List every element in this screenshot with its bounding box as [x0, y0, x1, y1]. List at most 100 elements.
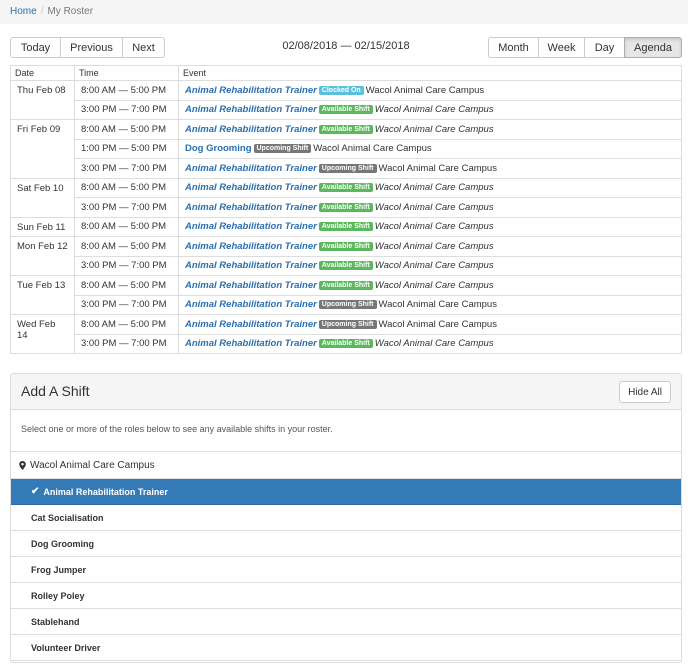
shift-status-badge: Available Shift	[318, 202, 373, 212]
agenda-time-cell: 3:00 PM — 7:00 PM	[74, 158, 179, 179]
event-location: Wacol Animal Care Campus	[374, 338, 494, 350]
map-marker-icon	[19, 461, 26, 470]
event-column-header: Event	[178, 65, 682, 81]
breadcrumb-current: My Roster	[47, 6, 94, 17]
event-title-link[interactable]: Animal Rehabilitation Trainer	[185, 104, 317, 116]
agenda-time-cell: 3:00 PM — 7:00 PM	[74, 99, 179, 120]
calendar-toolbar: Today Previous Next 02/08/2018 — 02/15/2…	[10, 37, 682, 59]
agenda-row: Tue Feb 13 8:00 AM — 5:00 PM Animal Rehabi…	[10, 275, 682, 315]
previous-button[interactable]: Previous	[60, 37, 123, 58]
role-item[interactable]: Rolley Poley	[11, 583, 681, 609]
role-label: Stablehand	[31, 616, 80, 627]
agenda-event-cell: Animal Rehabilitation Trainer Available S…	[178, 177, 682, 198]
agenda-event-cell: Animal Rehabilitation Trainer Available S…	[178, 275, 682, 296]
event-location: Wacol Animal Care Campus	[374, 221, 494, 233]
agenda-date-cell: Fri Feb 09	[10, 119, 75, 179]
agenda-date-cell: Sat Feb 10	[10, 177, 75, 218]
event-title-link[interactable]: Animal Rehabilitation Trainer	[185, 182, 317, 194]
date-column-header: Date	[10, 65, 75, 81]
role-label: Cat Socialisation	[31, 512, 104, 523]
event-title-link[interactable]: Animal Rehabilitation Trainer	[185, 84, 317, 96]
event-title-link[interactable]: Animal Rehabilitation Trainer	[185, 299, 317, 311]
shift-status-badge: Available Shift	[318, 124, 373, 134]
agenda-body: Thu Feb 08 8:00 AM — 5:00 PM Animal Rehabi…	[10, 80, 682, 354]
agenda-row: 3:00 PM — 7:00 PM Animal Rehabilitation T…	[11, 333, 682, 354]
agenda-time-cell: 3:00 PM — 7:00 PM	[74, 294, 179, 315]
agenda-row: 3:00 PM — 7:00 PM Animal Rehabilitation T…	[11, 255, 682, 276]
breadcrumb-home-link[interactable]: Home	[10, 6, 37, 17]
role-label: Animal Rehabilitation Trainer	[43, 486, 168, 497]
event-location: Wacol Animal Care Campus	[374, 201, 494, 213]
event-location: Wacol Animal Care Campus	[374, 123, 494, 135]
event-title-link[interactable]: Animal Rehabilitation Trainer	[185, 201, 317, 213]
event-title-link[interactable]: Dog Grooming	[185, 143, 252, 155]
next-button[interactable]: Next	[122, 37, 165, 58]
shift-status-badge: Upcoming Shift	[253, 144, 312, 154]
add-shift-instructions: Select one or more of the roles below to…	[11, 410, 681, 452]
agenda-event-cell: Animal Rehabilitation Trainer Available S…	[178, 99, 682, 120]
agenda-time-cell: 3:00 PM — 7:00 PM	[74, 255, 179, 276]
agenda-row: 1:00 PM — 5:00 PM Dog Grooming Upcoming Sh…	[11, 138, 682, 159]
role-item[interactable]: ✔ Animal Rehabilitation Trainer	[11, 479, 681, 505]
event-title-link[interactable]: Animal Rehabilitation Trainer	[185, 221, 317, 233]
view-day-button[interactable]: Day	[584, 37, 625, 58]
today-button[interactable]: Today	[10, 37, 61, 58]
shift-status-badge: Available Shift	[318, 105, 373, 115]
agenda-event-cell: Animal Rehabilitation Trainer Available S…	[178, 197, 682, 218]
event-title-link[interactable]: Animal Rehabilitation Trainer	[185, 123, 317, 135]
event-title-link[interactable]: Animal Rehabilitation Trainer	[185, 260, 317, 272]
role-list: ✔ Animal Rehabilitation Trainer Cat Social…	[11, 479, 681, 661]
role-item[interactable]: Stablehand	[11, 609, 681, 635]
agenda-row: Mon Feb 12 8:00 AM — 5:00 PM Animal Rehabi…	[10, 236, 682, 276]
view-agenda-button[interactable]: Agenda	[624, 37, 682, 58]
event-title-link[interactable]: Animal Rehabilitation Trainer	[185, 240, 317, 252]
event-location: Wacol Animal Care Campus	[378, 162, 497, 174]
breadcrumb-separator: /	[40, 6, 44, 17]
role-item[interactable]: Frog Jumper	[11, 557, 681, 583]
agenda-event-cell: Animal Rehabilitation Trainer Available S…	[178, 216, 682, 237]
agenda-time-cell: 8:00 AM — 5:00 PM	[74, 236, 179, 257]
event-title-link[interactable]: Animal Rehabilitation Trainer	[185, 338, 317, 350]
agenda-header-row: Date Time Event	[10, 65, 682, 81]
view-month-button[interactable]: Month	[488, 37, 539, 58]
event-location: Wacol Animal Care Campus	[374, 279, 494, 291]
event-title-link[interactable]: Animal Rehabilitation Trainer	[185, 318, 317, 330]
agenda-row: 3:00 PM — 7:00 PM Animal Rehabilitation T…	[11, 158, 682, 179]
shift-status-badge: Available Shift	[318, 339, 373, 349]
role-item[interactable]: Dog Grooming	[11, 531, 681, 557]
agenda-date-cell: Wed Feb 14	[10, 314, 75, 354]
shift-status-badge: Available Shift	[318, 280, 373, 290]
agenda-event-cell: Animal Rehabilitation Trainer Upcoming Sh…	[178, 314, 682, 335]
add-shift-header: Add A Shift Hide All	[11, 374, 681, 410]
agenda-time-cell: 8:00 AM — 5:00 PM	[74, 80, 179, 101]
agenda-event-cell: Dog Grooming Upcoming Shift Wacol Animal C…	[178, 138, 682, 159]
role-item[interactable]: Volunteer Driver	[11, 635, 681, 661]
event-location: Wacol Animal Care Campus	[374, 240, 494, 252]
agenda-row: Thu Feb 08 8:00 AM — 5:00 PM Animal Rehabi…	[10, 80, 682, 120]
agenda-event-cell: Animal Rehabilitation Trainer Available S…	[178, 119, 682, 140]
event-location: Wacol Animal Care Campus	[378, 299, 497, 311]
agenda-time-cell: 8:00 AM — 5:00 PM	[74, 275, 179, 296]
hide-all-button[interactable]: Hide All	[619, 381, 671, 403]
agenda-event-cell: Animal Rehabilitation Trainer Available S…	[178, 236, 682, 257]
agenda-date-cell: Sun Feb 11	[10, 216, 75, 237]
agenda-row: Sat Feb 10 8:00 AM — 5:00 PM Animal Rehabi…	[10, 177, 682, 218]
agenda-time-cell: 3:00 PM — 7:00 PM	[74, 333, 179, 354]
shift-status-badge: Upcoming Shift	[318, 319, 377, 329]
event-location: Wacol Animal Care Campus	[374, 104, 494, 116]
agenda-row: 3:00 PM — 7:00 PM Animal Rehabilitation T…	[11, 294, 682, 315]
agenda-date-cell: Mon Feb 12	[10, 236, 75, 276]
shift-status-badge: Available Shift	[318, 183, 373, 193]
event-location: Wacol Animal Care Campus	[313, 143, 432, 155]
event-location: Wacol Animal Care Campus	[374, 182, 494, 194]
check-icon: ✔	[31, 486, 40, 497]
shift-status-badge: Available Shift	[318, 222, 373, 232]
role-label: Dog Grooming	[31, 538, 94, 549]
role-label: Frog Jumper	[31, 564, 87, 575]
event-title-link[interactable]: Animal Rehabilitation Trainer	[185, 162, 317, 174]
view-week-button[interactable]: Week	[538, 37, 585, 58]
role-item[interactable]: Cat Socialisation	[11, 505, 681, 531]
event-title-link[interactable]: Animal Rehabilitation Trainer	[185, 279, 317, 291]
agenda-row: 3:00 PM — 7:00 PM Animal Rehabilitation T…	[11, 197, 682, 218]
agenda-date-cell: Tue Feb 13	[10, 275, 75, 315]
